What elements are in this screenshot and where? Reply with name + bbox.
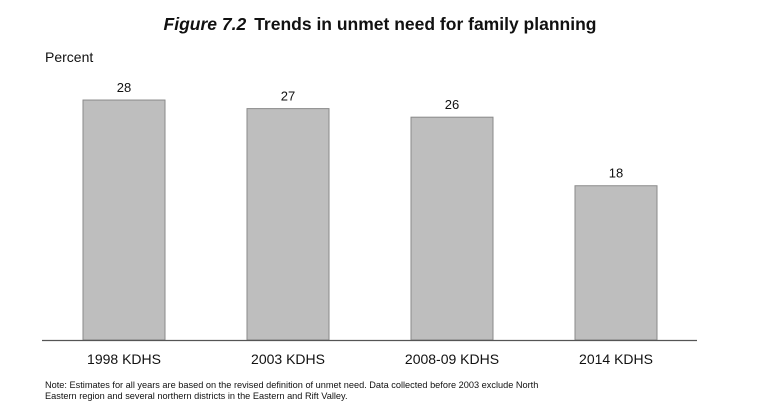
chart-title: Figure 7.2 Trends in unmet need for famil… <box>0 14 760 35</box>
bar <box>410 116 494 341</box>
figure-label: Figure 7.2 <box>163 14 247 34</box>
y-axis-label: Percent <box>45 49 94 65</box>
x-tick-label: 2003 KDHS <box>251 351 325 367</box>
data-label: 26 <box>445 97 459 112</box>
figure-title: Trends in unmet need for family planning <box>254 14 597 34</box>
data-label: 27 <box>281 89 295 104</box>
bar <box>246 108 330 341</box>
x-tick-label: 2014 KDHS <box>579 351 653 367</box>
data-label: 18 <box>609 166 623 181</box>
data-label: 28 <box>117 80 131 95</box>
bar <box>574 185 658 341</box>
bar-chart: 28 1998 KDHS 27 2003 KDHS 26 2008-09 KDHS 18 20… <box>42 80 697 367</box>
x-tick-label: 1998 KDHS <box>87 351 161 367</box>
chart-note: Note: Estimates for all years are based … <box>45 380 539 401</box>
x-tick-label: 2008-09 KDHS <box>405 351 499 367</box>
bar <box>82 99 166 341</box>
